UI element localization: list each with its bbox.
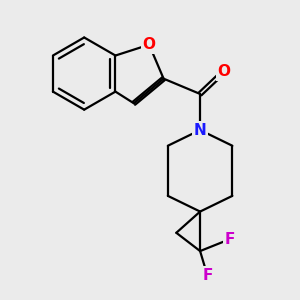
Text: O: O (143, 37, 156, 52)
Text: F: F (225, 232, 235, 247)
Text: O: O (218, 64, 230, 79)
Text: N: N (194, 122, 206, 137)
Text: F: F (202, 268, 212, 283)
